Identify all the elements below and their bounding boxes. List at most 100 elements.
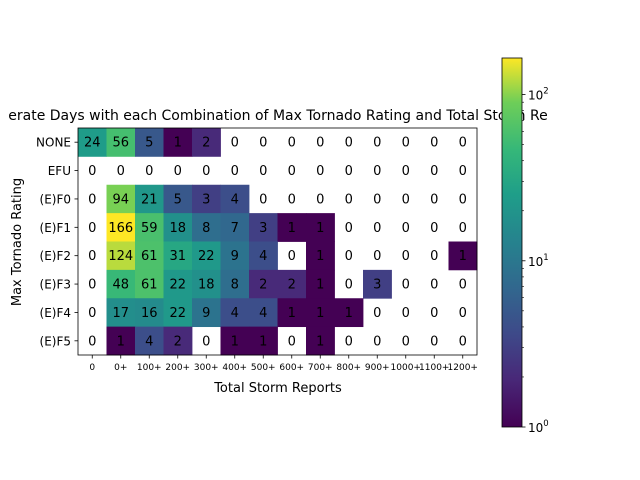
heatmap-cell xyxy=(192,269,221,299)
heatmap-cell xyxy=(163,269,193,299)
cell-value-label: 0 xyxy=(145,164,153,179)
cell-value-label: 0 xyxy=(430,192,438,207)
heatmap-cell xyxy=(249,269,278,299)
x-tick-label: 200+ xyxy=(165,363,190,373)
cell-value-label: 0 xyxy=(402,164,410,179)
cell-value-label: 0 xyxy=(345,278,353,293)
cell-value-label: 7 xyxy=(231,221,239,236)
x-tick-label: 1000+ xyxy=(391,363,421,373)
cell-value-label: 0 xyxy=(459,192,467,207)
cell-value-label: 0 xyxy=(88,249,96,264)
cell-value-label: 0 xyxy=(316,192,324,207)
x-tick-label: 800+ xyxy=(336,363,361,373)
heatmap-cell xyxy=(363,269,392,299)
cell-value-label: 0 xyxy=(288,192,296,207)
cell-value-label: 1 xyxy=(117,334,125,349)
y-tick-label: EFU xyxy=(48,164,71,178)
cell-value-label: 3 xyxy=(202,192,210,207)
cell-value-label: 22 xyxy=(198,249,215,264)
cell-value-label: 0 xyxy=(316,164,324,179)
heatmap-cell xyxy=(249,298,278,328)
cell-value-label: 0 xyxy=(345,249,353,264)
x-tick-label: 900+ xyxy=(365,363,390,373)
heatmap-cell xyxy=(249,241,278,271)
heatmap-cell xyxy=(192,298,221,328)
heatmap-cell xyxy=(192,184,221,214)
cell-value-label: 0 xyxy=(459,221,467,236)
cell-value-label: 0 xyxy=(202,164,210,179)
heatmap-cell xyxy=(220,326,250,356)
cell-value-label: 0 xyxy=(373,249,381,264)
cell-value-label: 0 xyxy=(402,249,410,264)
x-tick-label: 300+ xyxy=(194,363,219,373)
cell-value-label: 0 xyxy=(402,192,410,207)
cell-value-label: 0 xyxy=(345,192,353,207)
cell-value-label: 18 xyxy=(169,221,186,236)
cell-value-label: 0 xyxy=(259,192,267,207)
cell-value-label: 0 xyxy=(402,306,410,321)
cell-value-label: 0 xyxy=(430,306,438,321)
heatmap-cell xyxy=(192,213,221,242)
cell-value-label: 0 xyxy=(402,221,410,236)
cell-value-label: 2 xyxy=(259,278,267,293)
cell-value-label: 1 xyxy=(259,334,267,349)
cell-value-label: 31 xyxy=(169,249,186,264)
heatmap-cell xyxy=(220,213,250,242)
y-tick-label: (E)F4 xyxy=(40,306,71,320)
cell-value-label: 2 xyxy=(174,334,182,349)
heatmap-cell xyxy=(448,241,478,271)
cell-value-label: 22 xyxy=(169,278,186,293)
heatmap-cell xyxy=(306,269,335,299)
chart-title: erate Days with each Combination of Max … xyxy=(8,108,547,124)
cell-value-label: 0 xyxy=(430,136,438,151)
heatmap-cell xyxy=(163,241,193,271)
cell-value-label: 0 xyxy=(459,136,467,151)
cell-value-label: 0 xyxy=(430,164,438,179)
cell-value-label: 61 xyxy=(141,249,158,264)
cell-value-label: 0 xyxy=(402,278,410,293)
heatmap-cell xyxy=(277,269,307,299)
cell-value-label: 1 xyxy=(316,249,324,264)
cell-value-label: 0 xyxy=(345,164,353,179)
heatmap-cell xyxy=(106,269,136,299)
cell-value-label: 0 xyxy=(288,249,296,264)
cell-value-label: 9 xyxy=(202,306,210,321)
cell-value-label: 0 xyxy=(373,221,381,236)
cell-value-label: 0 xyxy=(202,334,210,349)
heatmap-cell xyxy=(306,298,335,328)
cell-value-label: 24 xyxy=(84,136,101,151)
cell-value-label: 17 xyxy=(112,306,129,321)
cell-value-label: 1 xyxy=(316,221,324,236)
cell-value-label: 0 xyxy=(373,136,381,151)
cell-value-label: 0 xyxy=(459,164,467,179)
cell-value-label: 22 xyxy=(169,306,186,321)
cell-value-label: 0 xyxy=(316,136,324,151)
heatmap-cell xyxy=(106,326,136,356)
heatmap-cell xyxy=(163,298,193,328)
cell-value-label: 0 xyxy=(88,221,96,236)
heatmap-cell xyxy=(163,326,193,356)
x-axis-label: Total Storm Reports xyxy=(213,381,342,396)
cell-value-label: 0 xyxy=(88,306,96,321)
heatmap-cell xyxy=(192,128,221,157)
x-tick-label: 0 xyxy=(89,363,95,373)
cell-value-label: 0 xyxy=(459,334,467,349)
heatmap-cell xyxy=(220,298,250,328)
cell-value-label: 0 xyxy=(373,192,381,207)
cell-value-label: 1 xyxy=(316,278,324,293)
y-tick-label: (E)F5 xyxy=(40,334,71,348)
heatmap-cell xyxy=(106,213,136,242)
heatmap-cell xyxy=(306,241,335,271)
y-tick-label: (E)F0 xyxy=(40,192,71,206)
cell-value-label: 94 xyxy=(112,192,129,207)
cell-value-label: 1 xyxy=(231,334,239,349)
cell-value-label: 21 xyxy=(141,192,158,207)
cell-value-label: 1 xyxy=(288,306,296,321)
x-tick-label: 1100+ xyxy=(419,363,449,373)
cell-value-label: 5 xyxy=(145,136,153,151)
heatmap-cell xyxy=(306,213,335,242)
cell-value-label: 0 xyxy=(430,221,438,236)
cell-value-label: 2 xyxy=(288,278,296,293)
cell-value-label: 0 xyxy=(88,278,96,293)
